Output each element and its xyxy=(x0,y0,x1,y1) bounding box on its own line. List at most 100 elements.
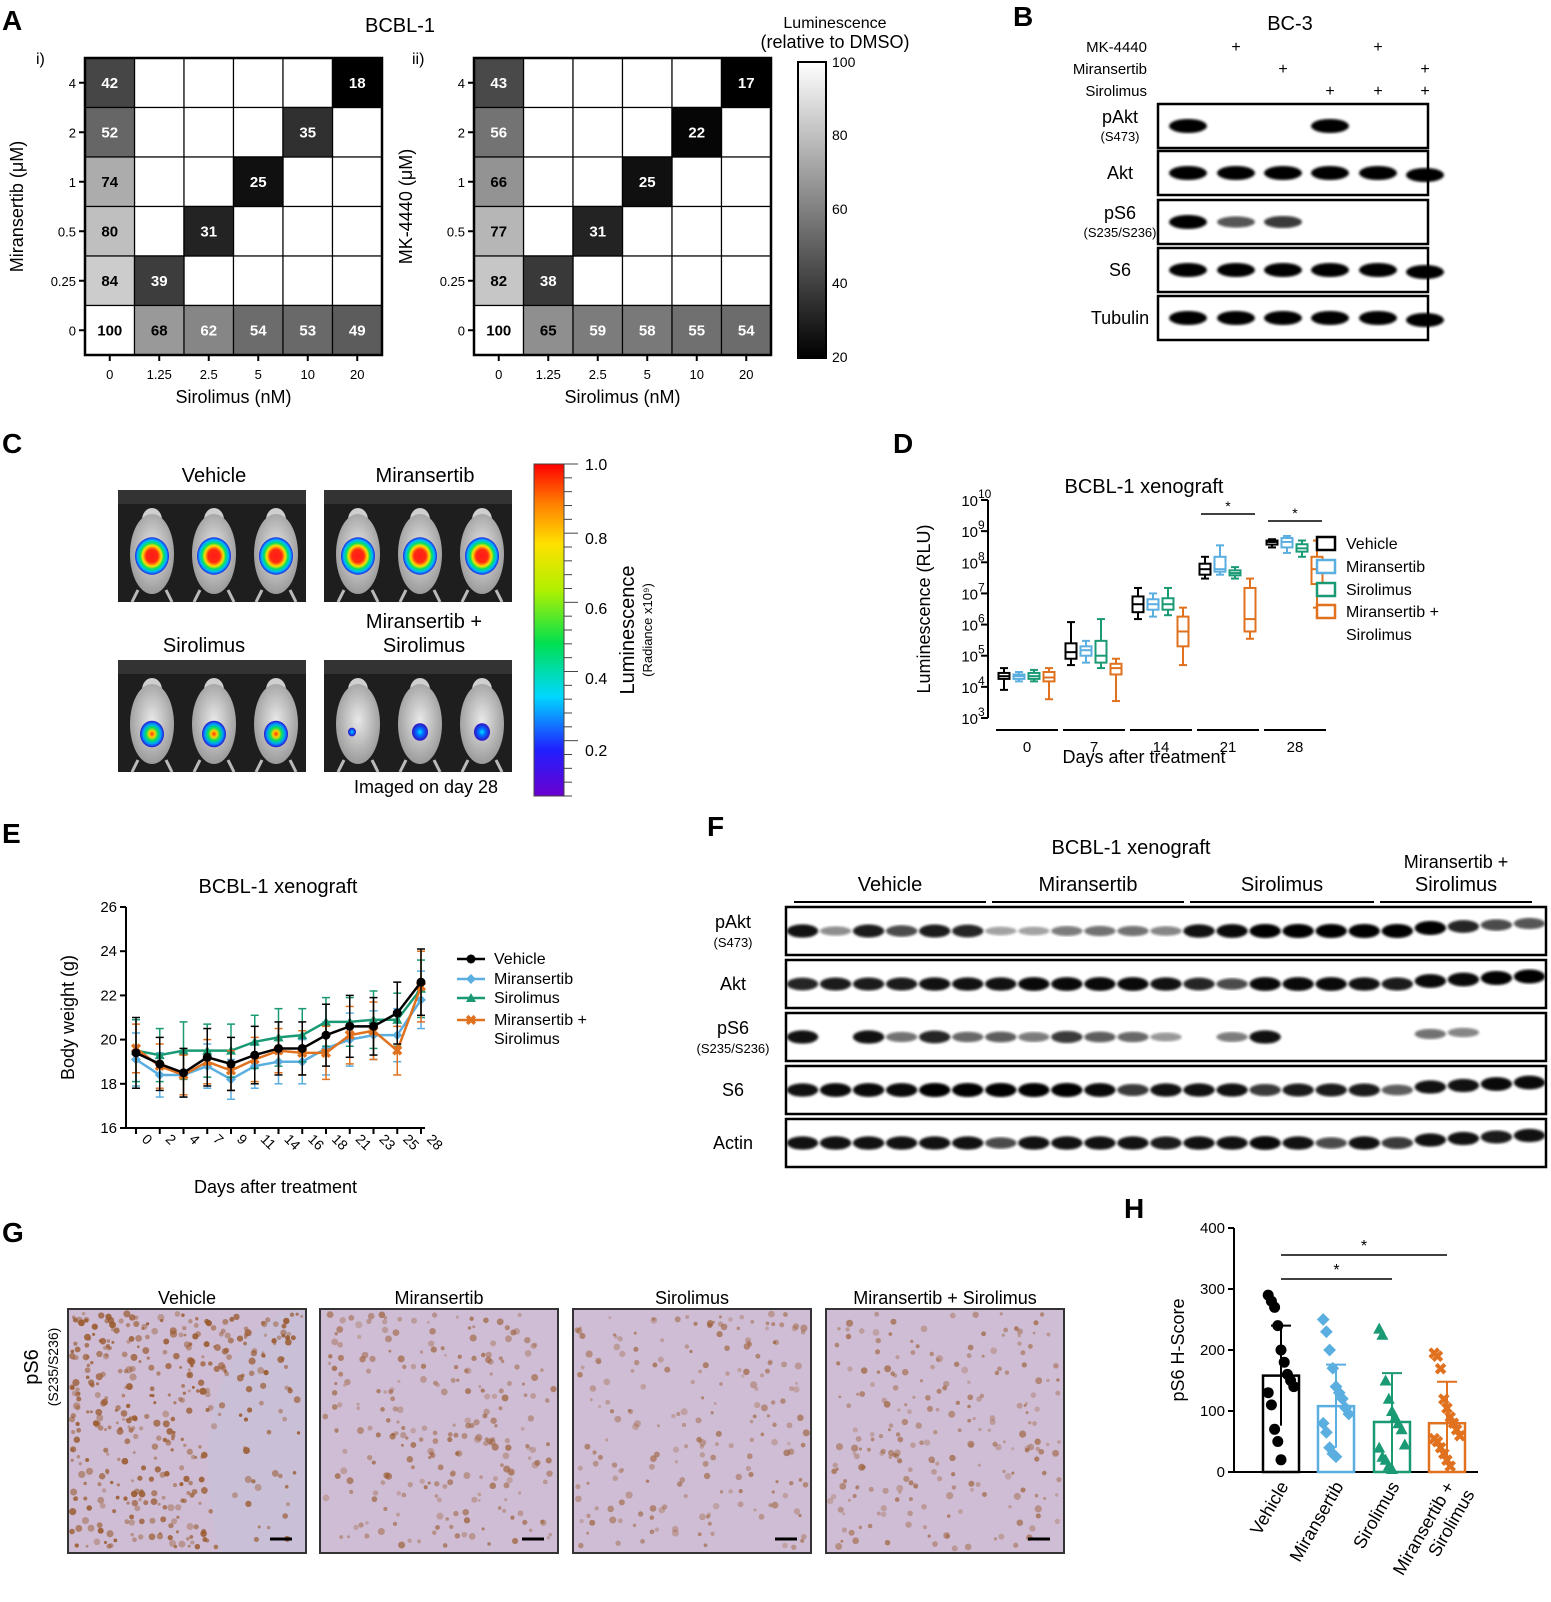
ihc-stained-cell xyxy=(852,1451,856,1455)
ihc-stained-cell xyxy=(874,1311,880,1317)
ihc-stained-cell xyxy=(442,1543,448,1548)
ihc-stained-cell xyxy=(384,1335,392,1343)
ihc-stained-cell xyxy=(634,1359,640,1366)
ihc-stained-cell xyxy=(357,1427,364,1434)
blot-band xyxy=(1348,924,1380,938)
ihc-stained-cell xyxy=(768,1503,773,1508)
heatmap-cell-empty xyxy=(183,57,235,109)
ihc-stained-cell xyxy=(91,1323,98,1330)
ihc-stained-cell xyxy=(480,1352,486,1358)
x-tick-label: 28 xyxy=(424,1131,446,1153)
ihc-stained-cell xyxy=(419,1478,425,1484)
ihc-stained-cell xyxy=(156,1371,161,1376)
legend-swatch xyxy=(1315,535,1337,552)
ihc-stained-cell xyxy=(527,1415,535,1422)
ihc-stained-cell xyxy=(743,1343,751,1350)
blot-band xyxy=(1480,971,1513,985)
significance-label: * xyxy=(1361,1238,1367,1255)
ihc-stained-cell xyxy=(258,1400,264,1406)
ihc-stained-cell xyxy=(1041,1470,1047,1476)
ihc-stained-cell xyxy=(142,1347,150,1355)
ihc-stained-cell xyxy=(428,1455,432,1460)
blot-band xyxy=(1117,977,1149,991)
ihc-stained-cell xyxy=(189,1492,195,1498)
colorbar-a-tick: 80 xyxy=(832,127,848,143)
blot-sublabel: (S235/S236) xyxy=(1084,225,1157,240)
ihc-images: Vehicle Miransertib Sirolimus Miransertib +… xyxy=(67,1288,1065,1554)
ihc-stained-cell xyxy=(145,1334,150,1340)
blot-band xyxy=(1018,926,1050,936)
ihc-stained-cell xyxy=(189,1535,194,1539)
heatmap-cell-value: 65 xyxy=(540,322,557,339)
blot-band xyxy=(1117,1083,1149,1097)
ihc-stained-cell xyxy=(334,1428,339,1433)
ihc-stained-cell xyxy=(188,1358,196,1366)
ihc-stained-cell xyxy=(505,1335,512,1343)
ihc-stained-cell xyxy=(735,1473,742,1481)
blot-band xyxy=(1381,1084,1413,1096)
ihc-stained-cell xyxy=(1021,1362,1027,1368)
mouse-leg xyxy=(494,759,504,773)
ihc-stained-cell xyxy=(98,1338,103,1343)
ihc-stained-cell xyxy=(168,1539,177,1547)
ihc-stained-cell xyxy=(592,1450,597,1455)
ihc-stained-cell xyxy=(525,1443,530,1449)
ihc-stained-cell xyxy=(507,1468,515,1476)
blot-band xyxy=(1117,925,1149,937)
ihc-stained-cell xyxy=(146,1356,150,1360)
ihc-stained-cell xyxy=(96,1350,103,1358)
ihc-stained-cell xyxy=(843,1479,848,1484)
ihc-stained-cell xyxy=(339,1316,346,1324)
ihc-stained-cell xyxy=(586,1531,590,1535)
ihc-stained-cell xyxy=(134,1505,141,1512)
panel-label-h: H xyxy=(1124,1193,1144,1224)
y-axis-label: MK-4440 (μM) xyxy=(396,149,416,264)
ihc-stained-cell xyxy=(1008,1505,1012,1509)
y-tick-label: 16 xyxy=(100,1120,117,1137)
blot-band xyxy=(952,1031,984,1043)
ihc-stained-cell xyxy=(880,1511,887,1518)
ihc-stained-cell xyxy=(502,1452,510,1460)
ihc-stained-cell xyxy=(121,1417,126,1421)
colorbar-c-tick: 0.2 xyxy=(585,743,607,760)
ihc-stained-cell xyxy=(165,1362,172,1370)
ihc-stained-cell xyxy=(93,1538,101,1546)
ihc-stained-cell xyxy=(910,1339,914,1344)
mouse-leg xyxy=(336,589,346,603)
ihc-stained-cell xyxy=(746,1453,753,1460)
data-point xyxy=(1320,1325,1333,1339)
ihc-stained-cell xyxy=(615,1540,621,1546)
ihc-stained-cell xyxy=(855,1484,860,1489)
ihc-stained-cell xyxy=(331,1338,339,1346)
ihc-stained-cell xyxy=(138,1490,146,1498)
mouse-leg xyxy=(336,759,346,773)
ihc-stained-cell xyxy=(69,1352,76,1360)
tumor-signal xyxy=(135,537,169,575)
ihc-stained-cell xyxy=(176,1515,180,1519)
ihc-stained-cell xyxy=(167,1393,172,1397)
ihc-stained-cell xyxy=(1034,1493,1039,1498)
blot-band xyxy=(786,1136,819,1150)
ihc-stained-cell xyxy=(998,1533,1005,1540)
ihc-stained-cell xyxy=(1011,1471,1015,1475)
ihc-stained-cell xyxy=(613,1343,621,1351)
ihc-stained-cell xyxy=(359,1356,366,1363)
ihc-stained-cell xyxy=(187,1368,191,1372)
heatmap-cell xyxy=(331,57,383,109)
ihc-stained-cell xyxy=(113,1538,118,1543)
ihc-stained-cell xyxy=(248,1370,255,1377)
ihc-stained-cell xyxy=(897,1408,901,1412)
data-point: ✖ xyxy=(1431,1349,1444,1366)
ihc-stained-cell xyxy=(585,1350,593,1358)
ihc-stained-cell xyxy=(997,1366,1002,1372)
ihc-stained-cell xyxy=(75,1421,80,1427)
ihc-stained-cell xyxy=(185,1344,192,1351)
ihc-stained-cell xyxy=(946,1492,954,1500)
heatmap-cell-value: 53 xyxy=(299,322,316,339)
blot-band xyxy=(1282,1136,1314,1150)
ihc-stained-cell xyxy=(392,1521,398,1526)
blot-band xyxy=(1217,311,1255,325)
ihc-stained-cell xyxy=(471,1496,478,1503)
ihc-stained-cell xyxy=(86,1410,90,1414)
tumor-signal xyxy=(341,537,375,575)
